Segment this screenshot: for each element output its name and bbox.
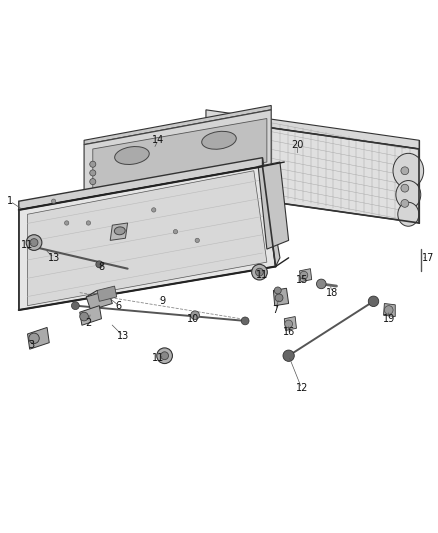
Polygon shape [97,286,117,301]
Circle shape [90,179,96,184]
Circle shape [368,296,379,306]
Circle shape [90,161,96,167]
Circle shape [401,167,409,175]
Polygon shape [110,223,127,240]
Circle shape [30,239,38,246]
Circle shape [317,279,326,289]
Circle shape [152,208,156,212]
Text: 9: 9 [159,296,166,306]
Polygon shape [300,269,312,282]
Text: 15: 15 [296,274,308,285]
Circle shape [241,317,249,325]
Text: 13: 13 [117,331,129,341]
Polygon shape [80,305,102,325]
Ellipse shape [216,134,240,156]
Polygon shape [93,118,267,192]
Ellipse shape [396,181,421,209]
Circle shape [275,294,283,302]
Polygon shape [284,317,297,330]
Ellipse shape [393,154,424,188]
Circle shape [64,221,69,225]
Circle shape [80,312,88,321]
Circle shape [90,170,96,176]
Circle shape [29,333,39,344]
Circle shape [26,235,42,251]
Ellipse shape [115,147,149,165]
Polygon shape [206,118,419,223]
Text: 8: 8 [99,262,105,271]
Circle shape [96,261,103,268]
Circle shape [86,221,91,225]
Circle shape [385,305,393,314]
Text: 1: 1 [7,196,13,206]
Text: 10: 10 [187,314,199,324]
Text: 13: 13 [47,253,60,263]
Circle shape [71,302,79,310]
Ellipse shape [114,227,125,235]
Polygon shape [28,327,49,349]
Text: 17: 17 [422,253,434,263]
Text: 11: 11 [256,270,268,280]
Polygon shape [19,166,276,310]
Text: 2: 2 [85,318,92,328]
Ellipse shape [202,131,236,149]
Polygon shape [19,158,262,210]
Text: 20: 20 [291,140,304,150]
Circle shape [173,230,178,234]
Circle shape [191,311,199,320]
Text: 3: 3 [29,340,35,350]
Ellipse shape [219,175,237,189]
Text: 14: 14 [152,135,164,146]
Circle shape [252,264,267,280]
Circle shape [401,184,409,192]
Polygon shape [28,171,267,305]
Ellipse shape [219,159,237,174]
Circle shape [274,287,281,294]
Polygon shape [262,158,280,266]
Circle shape [285,320,293,328]
Text: 11: 11 [21,240,34,250]
Text: 18: 18 [326,288,338,297]
Polygon shape [86,290,113,310]
Circle shape [255,268,263,276]
Circle shape [161,352,169,360]
Polygon shape [384,303,395,317]
Text: 19: 19 [383,314,395,324]
Circle shape [283,350,294,361]
Ellipse shape [398,203,419,226]
Circle shape [157,348,173,364]
Polygon shape [84,110,271,201]
Polygon shape [258,162,289,249]
Text: 16: 16 [283,327,295,337]
Circle shape [300,271,308,279]
Circle shape [401,199,409,207]
Polygon shape [84,106,271,144]
Text: 7: 7 [272,305,279,315]
Circle shape [195,238,199,243]
Text: 12: 12 [296,383,308,393]
Polygon shape [206,110,419,149]
Text: 6: 6 [116,301,122,311]
Text: 11: 11 [152,353,164,363]
Polygon shape [273,288,289,305]
Polygon shape [206,118,250,192]
Circle shape [51,199,56,204]
